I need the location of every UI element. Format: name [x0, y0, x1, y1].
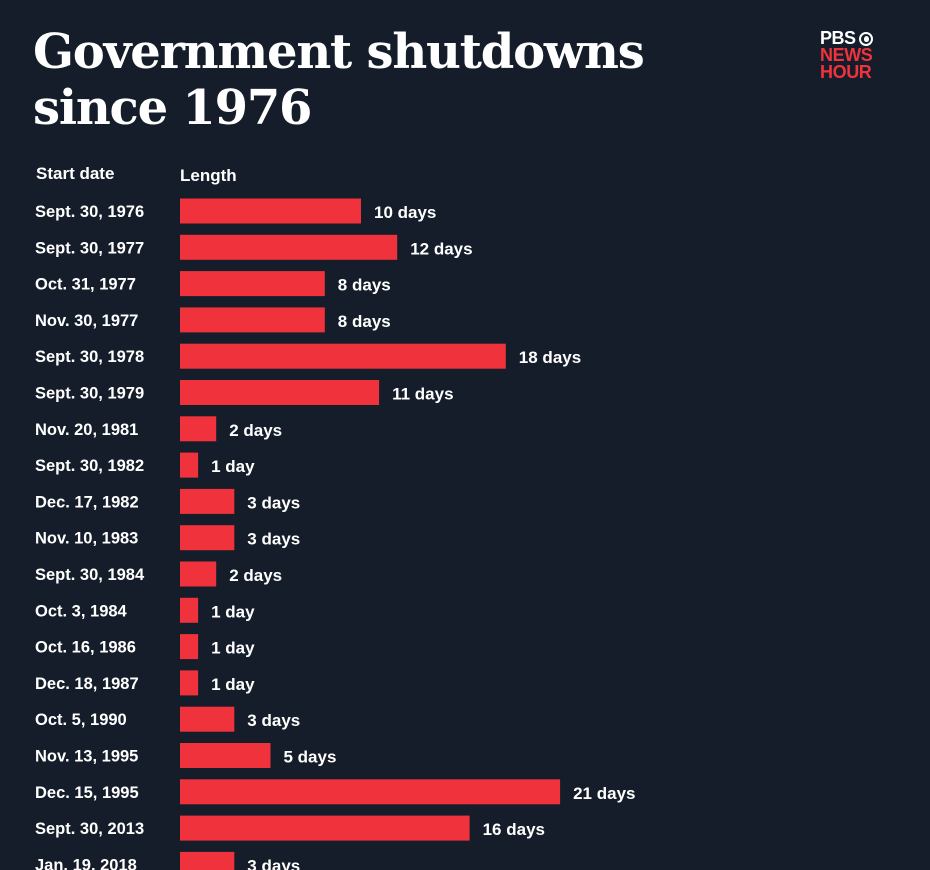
shutdown-bar — [180, 416, 217, 442]
duration-label: 1 day — [211, 639, 255, 658]
duration-label: 8 days — [338, 312, 391, 331]
date-label: Sept. 30, 1977 — [35, 239, 144, 257]
duration-label: 3 days — [247, 493, 300, 512]
logo-hour-text: HOUR — [820, 62, 872, 82]
date-label: Nov. 13, 1995 — [35, 748, 138, 766]
pbs-head-icon — [858, 31, 873, 46]
shutdown-bar — [180, 706, 235, 732]
length-column-header: Length — [180, 166, 237, 185]
shutdown-bar — [180, 743, 271, 768]
shutdown-bar — [180, 779, 561, 805]
shutdown-bar — [180, 234, 398, 260]
shutdown-bar — [180, 307, 325, 333]
shutdown-bar — [180, 525, 235, 551]
shutdown-bar — [180, 198, 361, 224]
date-label: Oct. 3, 1984 — [35, 602, 128, 620]
date-label: Nov. 10, 1983 — [35, 530, 138, 548]
date-label: Oct. 16, 1986 — [35, 639, 136, 657]
duration-label: 1 day — [211, 602, 255, 621]
duration-label: 18 days — [519, 348, 581, 367]
chart-title-line-2: since 1976 — [33, 80, 312, 136]
duration-label: 2 days — [229, 421, 282, 440]
date-label: Sept. 30, 1982 — [35, 457, 144, 475]
date-label: Oct. 5, 1990 — [35, 711, 127, 729]
date-label: Nov. 20, 1981 — [35, 421, 138, 439]
duration-label: 3 days — [247, 856, 300, 870]
date-label: Dec. 18, 1987 — [35, 675, 139, 693]
date-label: Sept. 30, 2013 — [35, 820, 144, 838]
duration-label: 5 days — [284, 748, 337, 767]
duration-label: 21 days — [573, 784, 635, 803]
shutdown-bar — [180, 851, 235, 870]
logo-pbs-text: PBS — [820, 28, 856, 48]
logo-top-row: PBS — [820, 28, 890, 48]
shutdown-bar — [180, 343, 506, 369]
duration-label: 8 days — [338, 276, 391, 295]
duration-label: 1 day — [211, 457, 255, 476]
shutdown-bar — [180, 597, 199, 623]
duration-label: 11 days — [392, 385, 453, 404]
date-label: Dec. 17, 1982 — [35, 493, 139, 511]
duration-label: 16 days — [483, 820, 545, 839]
duration-label: 10 days — [374, 203, 436, 222]
shutdown-bar — [180, 488, 235, 514]
shutdown-bar — [180, 271, 325, 297]
duration-label: 12 days — [410, 239, 472, 258]
logo-news-text: NEWS — [820, 45, 873, 65]
date-label: Nov. 30, 1977 — [35, 312, 138, 330]
shutdown-bar — [180, 561, 217, 587]
shutdown-bar — [180, 815, 470, 841]
start-date-column-header: Start date — [36, 164, 115, 183]
duration-label: 2 days — [229, 566, 282, 585]
date-label: Sept. 30, 1984 — [35, 566, 145, 584]
date-label: Sept. 30, 1976 — [35, 203, 144, 221]
date-label: Sept. 30, 1978 — [35, 348, 144, 366]
shutdown-bar — [180, 380, 380, 405]
date-label: Sept. 30, 1979 — [35, 385, 144, 403]
duration-label: 3 days — [247, 530, 300, 549]
duration-label: 1 day — [211, 675, 255, 694]
duration-label: 3 days — [247, 711, 300, 730]
shutdown-bar — [180, 634, 199, 660]
chart-title-line-1: Government shutdowns — [33, 24, 645, 80]
date-label: Dec. 15, 1995 — [35, 784, 139, 802]
pbs-newshour-logo: PBS NEWS HOUR — [820, 28, 890, 82]
date-label: Oct. 31, 1977 — [35, 276, 136, 294]
date-label: Jan. 19, 2018 — [35, 856, 137, 870]
chart-title: Government shutdowns since 1976 — [33, 24, 645, 136]
shutdown-bar — [180, 670, 199, 696]
shutdown-bar — [180, 452, 199, 478]
